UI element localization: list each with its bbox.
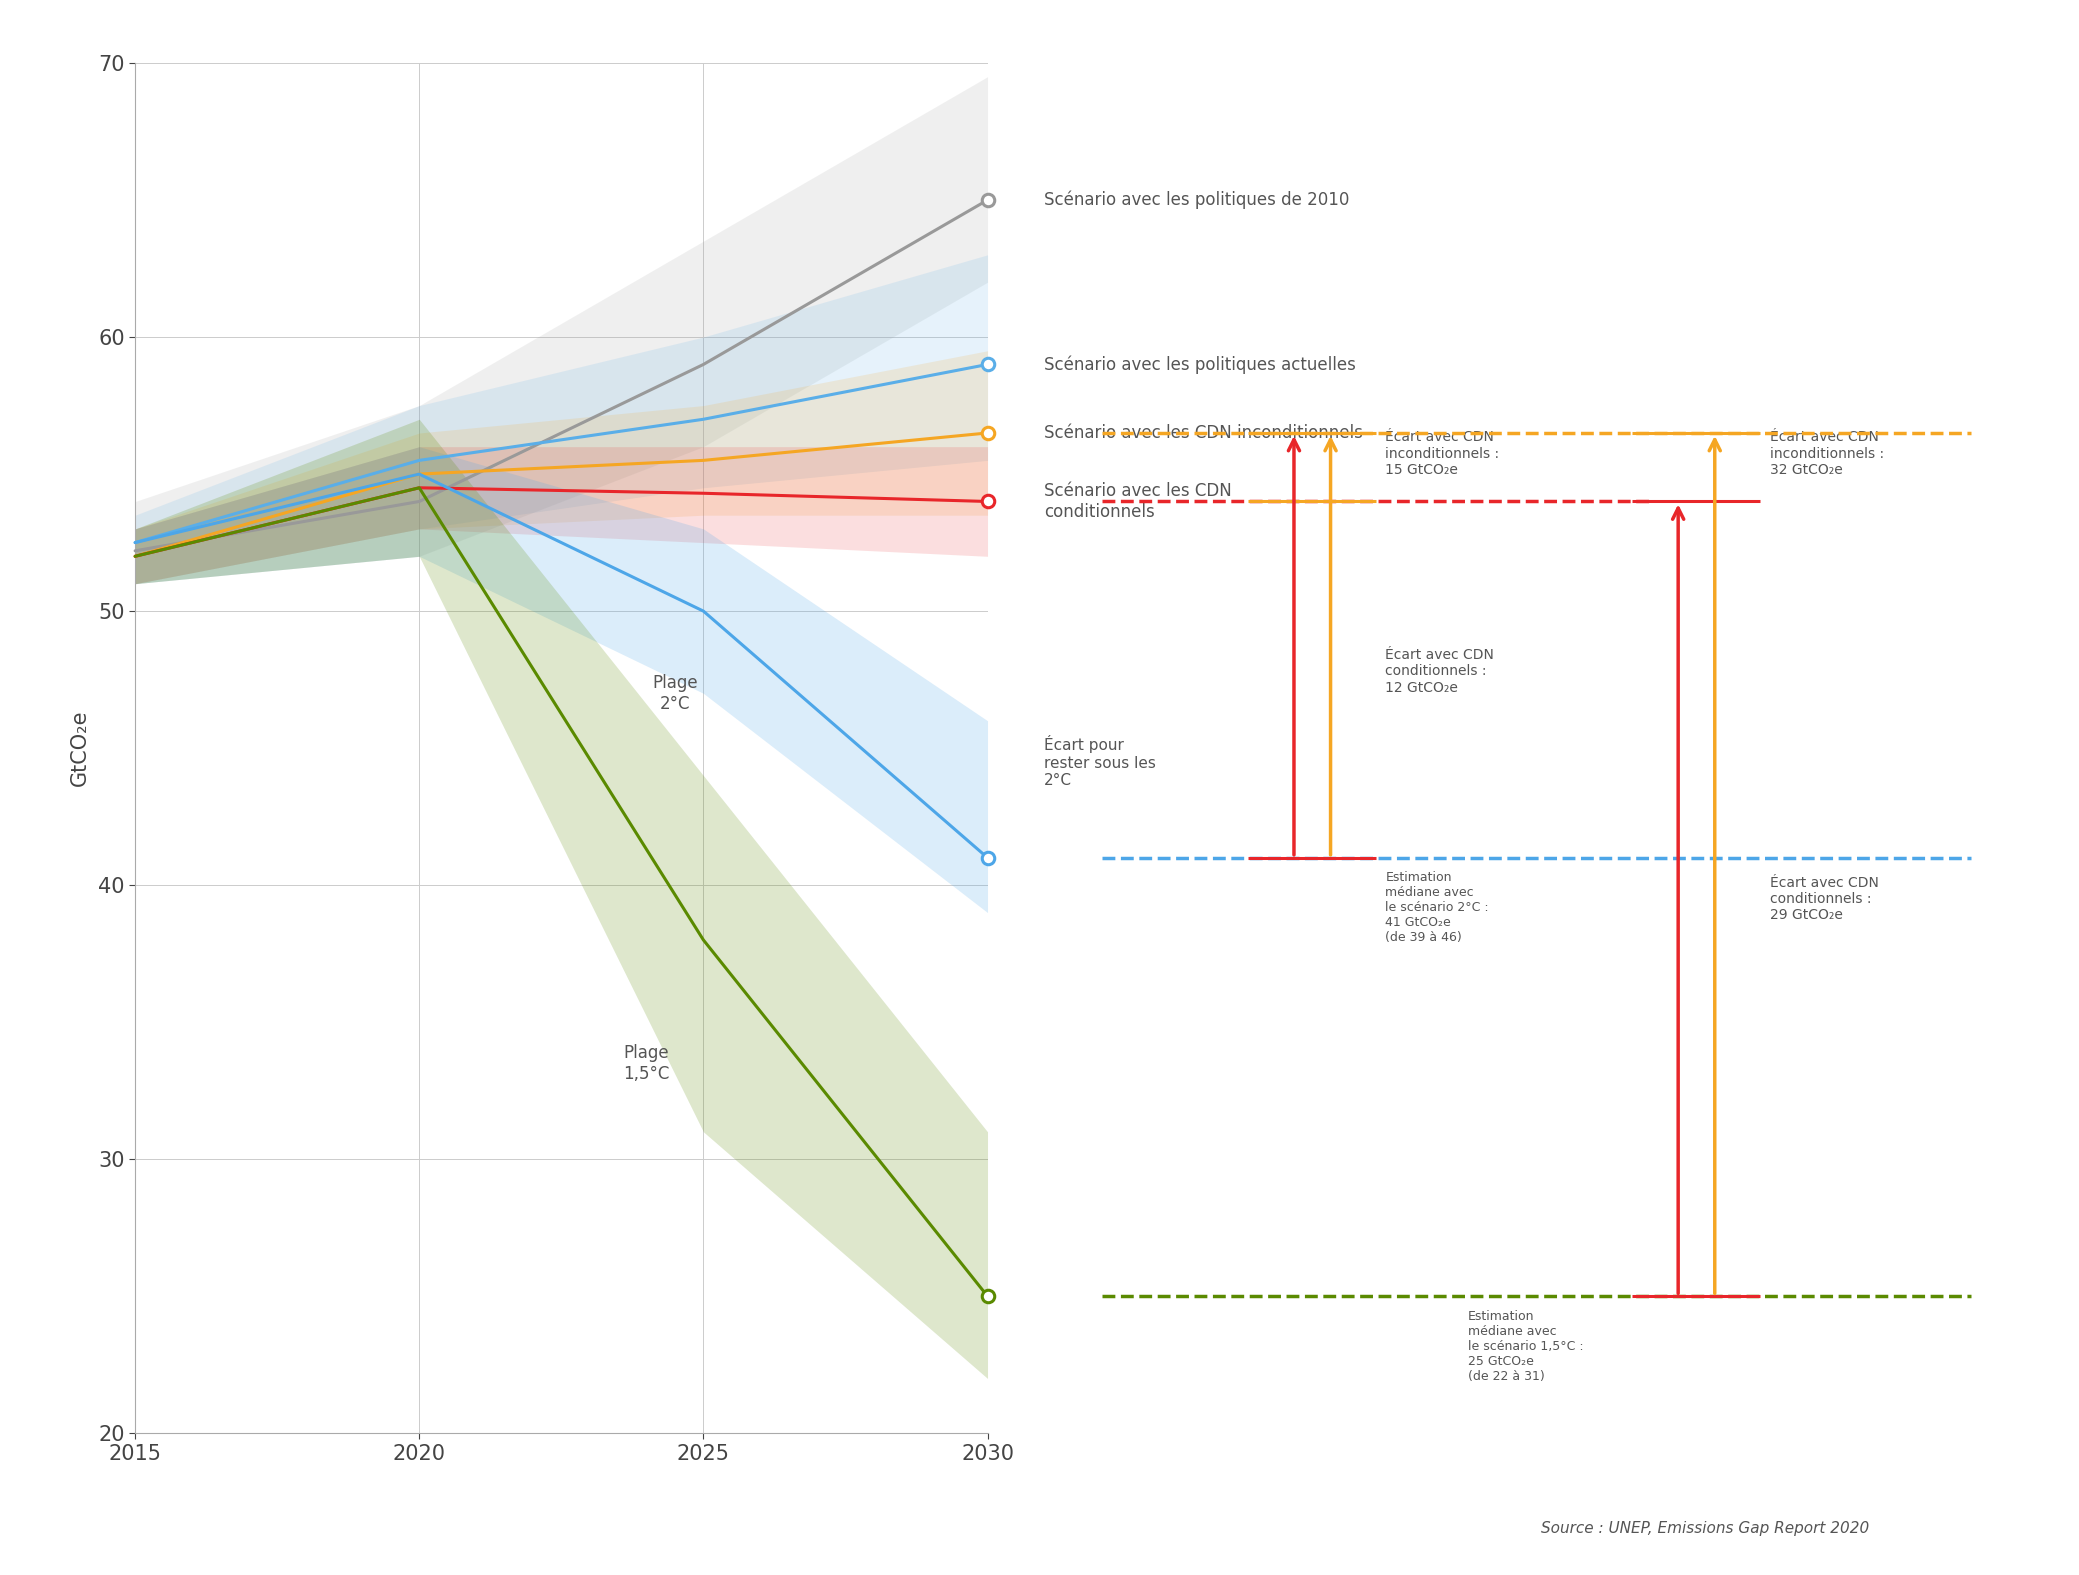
Text: Écart avec CDN
conditionnels :
29 GtCO₂e: Écart avec CDN conditionnels : 29 GtCO₂e: [1769, 876, 1879, 921]
Text: Écart pour
rester sous les
2°C: Écart pour rester sous les 2°C: [1044, 736, 1156, 788]
Text: Plage
1,5°C: Plage 1,5°C: [624, 1044, 669, 1082]
Text: Estimation
médiane avec
le scénario 1,5°C :
25 GtCO₂e
(de 22 à 31): Estimation médiane avec le scénario 1,5°…: [1468, 1310, 1584, 1383]
Text: Source : UNEP, Emissions Gap Report 2020: Source : UNEP, Emissions Gap Report 2020: [1541, 1520, 1869, 1536]
Text: Écart avec CDN
inconditionnels :
32 GtCO₂e: Écart avec CDN inconditionnels : 32 GtCO…: [1769, 430, 1884, 477]
Text: Estimation
médiane avec
le scénario 2°C :
41 GtCO₂e
(de 39 à 46): Estimation médiane avec le scénario 2°C …: [1385, 871, 1489, 945]
Text: Scénario avec les CDN inconditionnels: Scénario avec les CDN inconditionnels: [1044, 424, 1364, 443]
Text: Écart avec CDN
inconditionnels :
15 GtCO₂e: Écart avec CDN inconditionnels : 15 GtCO…: [1385, 430, 1499, 477]
Text: Scénario avec les politiques de 2010: Scénario avec les politiques de 2010: [1044, 191, 1349, 209]
Text: Scénario avec les CDN
conditionnels: Scénario avec les CDN conditionnels: [1044, 482, 1233, 521]
Text: Scénario avec les politiques actuelles: Scénario avec les politiques actuelles: [1044, 356, 1356, 373]
Text: Écart avec CDN
conditionnels :
12 GtCO₂e: Écart avec CDN conditionnels : 12 GtCO₂e: [1385, 649, 1495, 695]
Text: Plage
2°C: Plage 2°C: [653, 674, 699, 713]
Y-axis label: GtCO₂e: GtCO₂e: [71, 710, 89, 786]
